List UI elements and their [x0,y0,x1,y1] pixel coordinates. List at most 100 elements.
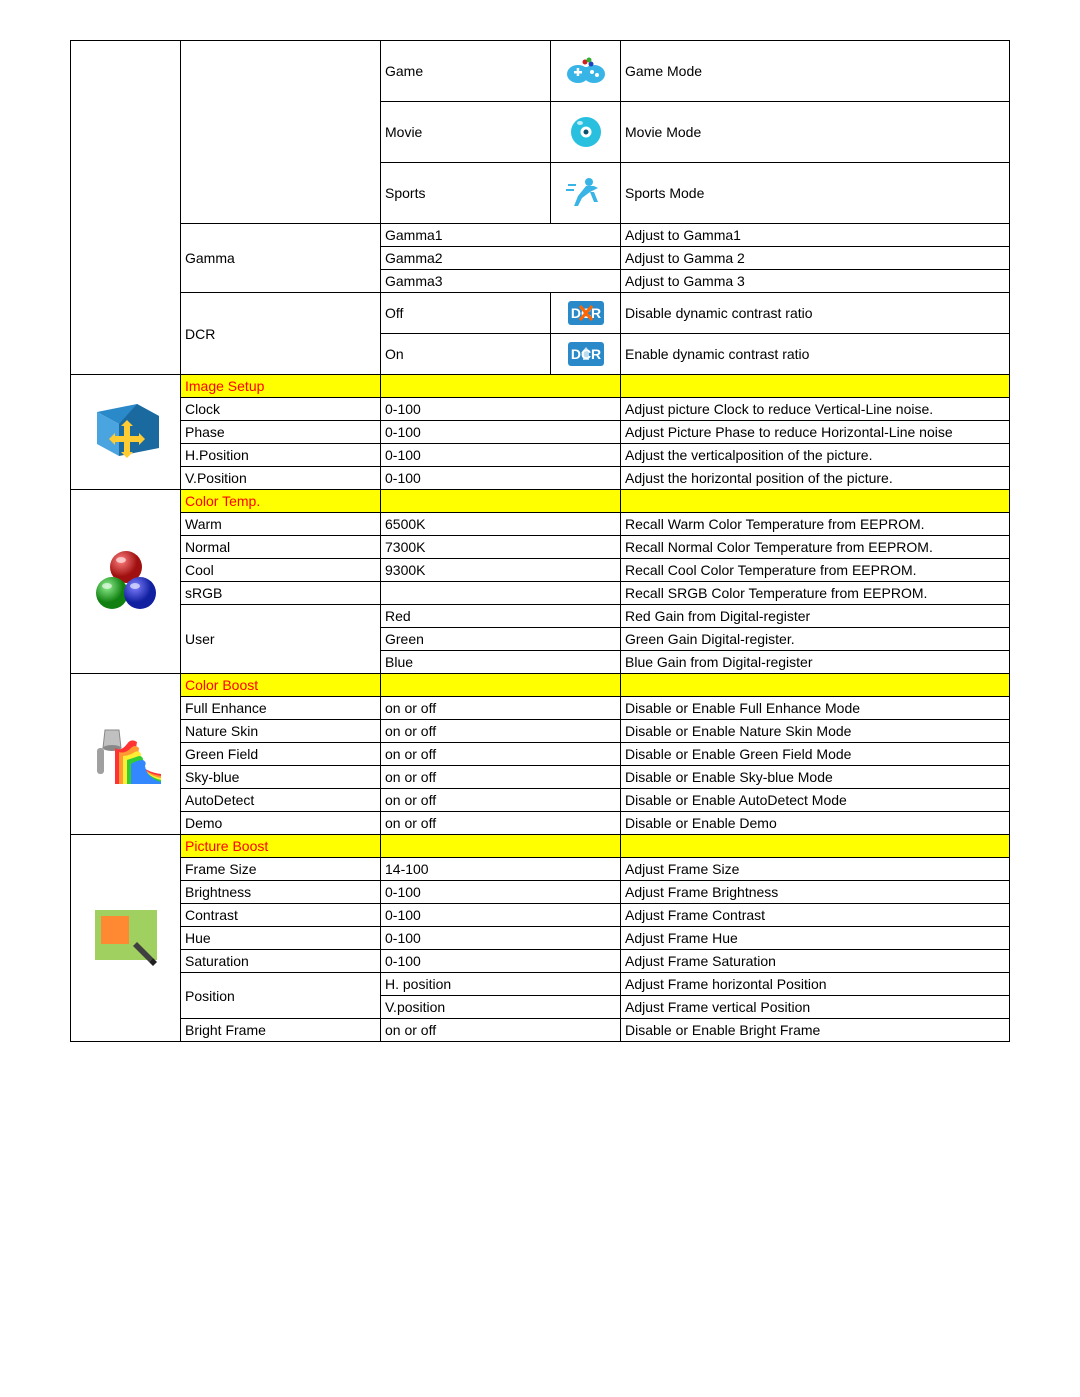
user-desc: Blue Gain from Digital-register [621,651,1010,674]
section-header: Color Temp. [181,490,381,513]
color-temp-icon [71,490,181,674]
game-icon [551,41,621,102]
row-value: 0-100 [381,421,621,444]
section-header: Picture Boost [181,835,381,858]
dcr-opt: On [381,334,551,375]
section-header-gap [381,490,621,513]
gamma-label: Gamma [181,224,381,293]
row-value: 6500K [381,513,621,536]
row-label: Sky-blue [181,766,381,789]
row-value: 7300K [381,536,621,559]
mode-desc: Movie Mode [621,102,1010,163]
color-boost-icon [71,674,181,835]
row-value: on or off [381,766,621,789]
section-header-gap [381,835,621,858]
row-label: Full Enhance [181,697,381,720]
row-desc: Disable or Enable Bright Frame [621,1019,1010,1042]
row-value: 0-100 [381,398,621,421]
row-label: Frame Size [181,858,381,881]
position-desc: Adjust Frame vertical Position [621,996,1010,1019]
position-opt: V.position [381,996,621,1019]
row-label: Green Field [181,743,381,766]
section-header-gap [621,835,1010,858]
mode-label: Movie [381,102,551,163]
section-icon-empty [71,41,181,375]
mode-label: Sports [381,163,551,224]
modes-group [181,41,381,224]
menu-table: Game Game Mode Movie Movie Mode Sports [70,40,1010,1042]
row-label: Phase [181,421,381,444]
sports-icon [551,163,621,224]
row-label: Hue [181,927,381,950]
row-desc: Recall Normal Color Temperature from EEP… [621,536,1010,559]
user-label: User [181,605,381,674]
position-desc: Adjust Frame horizontal Position [621,973,1010,996]
section-header-gap [621,490,1010,513]
row-desc: Adjust Frame Saturation [621,950,1010,973]
section-header-gap [621,375,1010,398]
row-label: Warm [181,513,381,536]
gamma-opt: Gamma2 [381,247,621,270]
row-label: Clock [181,398,381,421]
row-desc: Disable or Enable Full Enhance Mode [621,697,1010,720]
section-header: Image Setup [181,375,381,398]
row-desc: Recall Warm Color Temperature from EEPRO… [621,513,1010,536]
row-desc: Recall SRGB Color Temperature from EEPRO… [621,582,1010,605]
row-desc: Recall Cool Color Temperature from EEPRO… [621,559,1010,582]
row-desc: Adjust the verticalposition of the pictu… [621,444,1010,467]
gamma-opt: Gamma1 [381,224,621,247]
row-desc: Adjust Frame Contrast [621,904,1010,927]
row-desc: Adjust Frame Brightness [621,881,1010,904]
picture-boost-icon [71,835,181,1042]
row-value: on or off [381,720,621,743]
gamma-desc: Adjust to Gamma 2 [621,247,1010,270]
row-value [381,582,621,605]
row-value: on or off [381,743,621,766]
position-label: Position [181,973,381,1019]
user-opt: Green [381,628,621,651]
row-desc: Adjust Frame Size [621,858,1010,881]
row-desc: Disable or Enable Green Field Mode [621,743,1010,766]
section-header-gap [381,375,621,398]
dcr-desc: Disable dynamic contrast ratio [621,293,1010,334]
row-value: 9300K [381,559,621,582]
row-value: on or off [381,812,621,835]
mode-label: Game [381,41,551,102]
row-desc: Adjust picture Clock to reduce Vertical-… [621,398,1010,421]
section-header-gap [381,674,621,697]
dcr-desc: Enable dynamic contrast ratio [621,334,1010,375]
row-value: on or off [381,697,621,720]
row-value: 0-100 [381,927,621,950]
section-header-gap [621,674,1010,697]
dcr-opt: Off [381,293,551,334]
row-desc: Adjust the horizontal position of the pi… [621,467,1010,490]
mode-desc: Game Mode [621,41,1010,102]
movie-icon [551,102,621,163]
row-label: H.Position [181,444,381,467]
row-label: Brightness [181,881,381,904]
row-desc: Adjust Picture Phase to reduce Horizonta… [621,421,1010,444]
row-label: Contrast [181,904,381,927]
row-label: sRGB [181,582,381,605]
dcr-on-icon: DCR [551,334,621,375]
row-label: Bright Frame [181,1019,381,1042]
dcr-label: DCR [181,293,381,375]
user-opt: Red [381,605,621,628]
row-label: Cool [181,559,381,582]
row-value: on or off [381,1019,621,1042]
dcr-off-icon: DCR [551,293,621,334]
row-value: 0-100 [381,444,621,467]
section-header: Color Boost [181,674,381,697]
user-desc: Red Gain from Digital-register [621,605,1010,628]
row-label: Demo [181,812,381,835]
row-desc: Disable or Enable Nature Skin Mode [621,720,1010,743]
row-label: V.Position [181,467,381,490]
user-opt: Blue [381,651,621,674]
row-desc: Disable or Enable Sky-blue Mode [621,766,1010,789]
row-label: Saturation [181,950,381,973]
gamma-opt: Gamma3 [381,270,621,293]
row-label: AutoDetect [181,789,381,812]
row-label: Normal [181,536,381,559]
row-desc: Disable or Enable Demo [621,812,1010,835]
row-desc: Adjust Frame Hue [621,927,1010,950]
